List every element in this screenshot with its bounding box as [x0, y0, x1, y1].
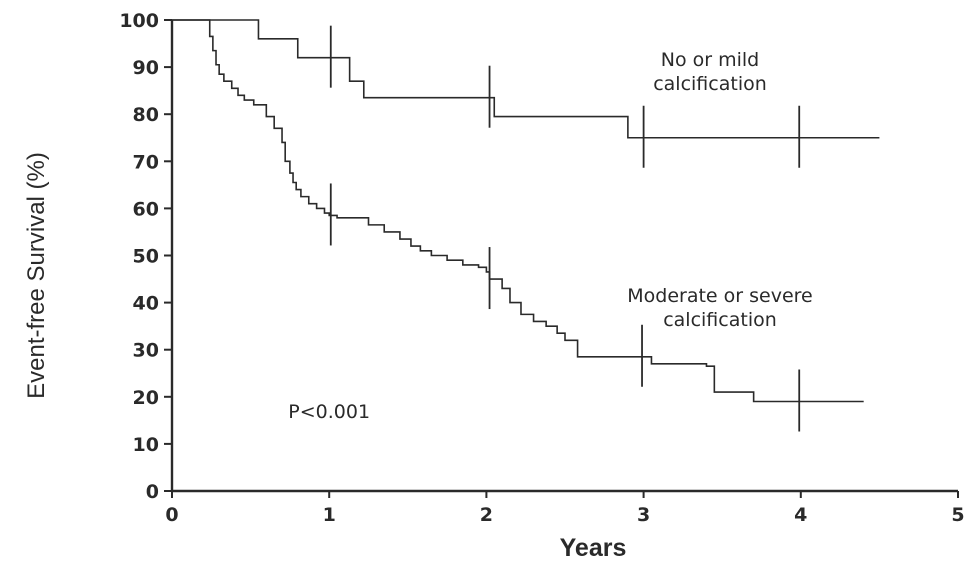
y-tick-label: 90 [133, 57, 159, 79]
series-label-line: calcification [663, 309, 777, 331]
series-label-line: calcification [653, 73, 767, 95]
x-tick-label: 2 [480, 504, 493, 526]
x-tick-label: 5 [951, 504, 964, 526]
y-axis-title: Event-free Survival (%) [23, 152, 50, 399]
series-label-line: No or mild [661, 49, 759, 71]
y-tick-label: 10 [133, 434, 159, 456]
survival-curve-2 [172, 19, 864, 403]
y-ticks: 0 10 20 30 40 50 60 70 80 90 100 [119, 10, 172, 503]
y-tick-label: 20 [133, 387, 159, 409]
x-tick-label: 3 [637, 504, 650, 526]
p-value-annotation: P<0.001 [288, 401, 370, 423]
series-label-line: Moderate or severe [627, 285, 812, 307]
x-axis-title: Years [560, 534, 627, 562]
x-tick-label: 4 [794, 504, 807, 526]
y-tick-label: 30 [133, 340, 159, 362]
x-tick-label: 0 [165, 504, 178, 526]
y-tick-label: 80 [133, 104, 159, 126]
y-tick-label: 0 [146, 481, 159, 503]
x-ticks: 0 1 2 3 4 5 [165, 491, 965, 526]
y-tick-label: 50 [133, 246, 159, 268]
y-tick-label: 70 [133, 151, 159, 173]
y-tick-label: 40 [133, 293, 159, 315]
x-tick-label: 1 [323, 504, 336, 526]
y-tick-label: 60 [133, 198, 159, 220]
curves [172, 19, 880, 432]
survival-curve-1 [172, 19, 880, 139]
y-tick-label: 100 [119, 10, 159, 32]
